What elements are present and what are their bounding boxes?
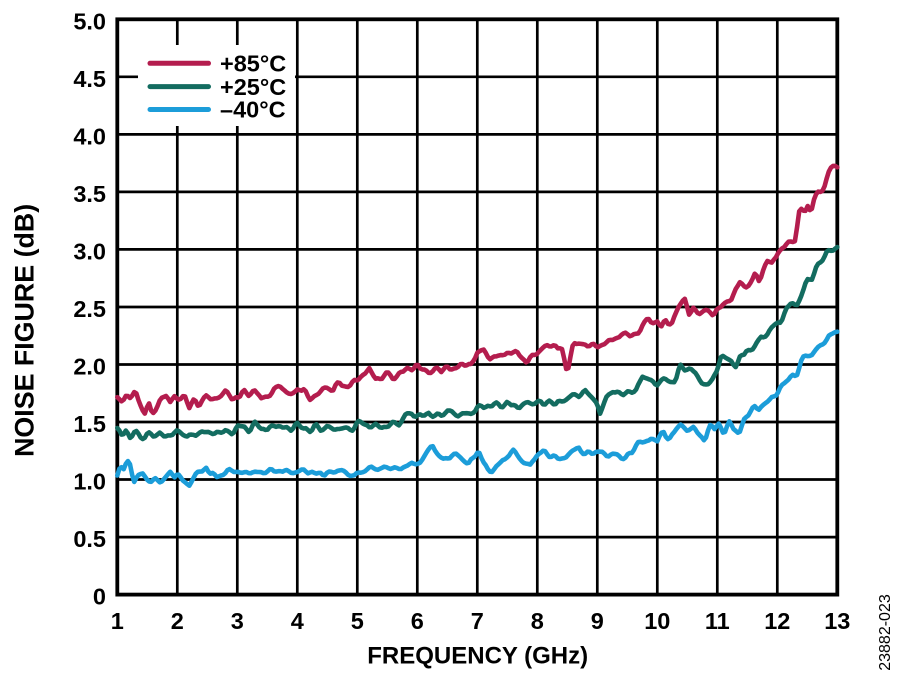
svg-text:5: 5 bbox=[351, 608, 364, 634]
svg-text:–40°C: –40°C bbox=[220, 97, 286, 123]
svg-text:4.5: 4.5 bbox=[73, 66, 106, 92]
svg-text:NOISE FIGURE (dB): NOISE FIGURE (dB) bbox=[9, 204, 39, 457]
svg-text:0: 0 bbox=[93, 584, 106, 610]
svg-text:7: 7 bbox=[471, 608, 484, 634]
svg-text:4.0: 4.0 bbox=[73, 123, 106, 149]
svg-text:8: 8 bbox=[531, 608, 544, 634]
svg-text:3.0: 3.0 bbox=[73, 238, 106, 264]
svg-text:12: 12 bbox=[764, 608, 790, 634]
svg-text:2.5: 2.5 bbox=[73, 296, 106, 322]
svg-text:+25°C: +25°C bbox=[220, 74, 286, 100]
svg-text:+85°C: +85°C bbox=[220, 51, 286, 77]
svg-text:1.0: 1.0 bbox=[73, 469, 106, 495]
svg-text:0.5: 0.5 bbox=[73, 526, 106, 552]
svg-text:3.5: 3.5 bbox=[73, 181, 106, 207]
svg-text:13: 13 bbox=[824, 608, 850, 634]
svg-text:2: 2 bbox=[171, 608, 184, 634]
svg-text:4: 4 bbox=[291, 608, 304, 634]
svg-text:11: 11 bbox=[705, 608, 730, 634]
svg-text:1: 1 bbox=[111, 608, 124, 634]
svg-text:2.0: 2.0 bbox=[73, 354, 106, 380]
svg-text:FREQUENCY (GHz): FREQUENCY (GHz) bbox=[367, 643, 588, 670]
svg-text:1.5: 1.5 bbox=[73, 411, 106, 437]
svg-text:9: 9 bbox=[591, 608, 604, 634]
svg-text:5.0: 5.0 bbox=[73, 8, 106, 34]
svg-text:10: 10 bbox=[644, 608, 670, 634]
svg-text:3: 3 bbox=[231, 608, 244, 634]
svg-text:6: 6 bbox=[411, 608, 424, 634]
svg-text:23882-023: 23882-023 bbox=[877, 594, 894, 671]
